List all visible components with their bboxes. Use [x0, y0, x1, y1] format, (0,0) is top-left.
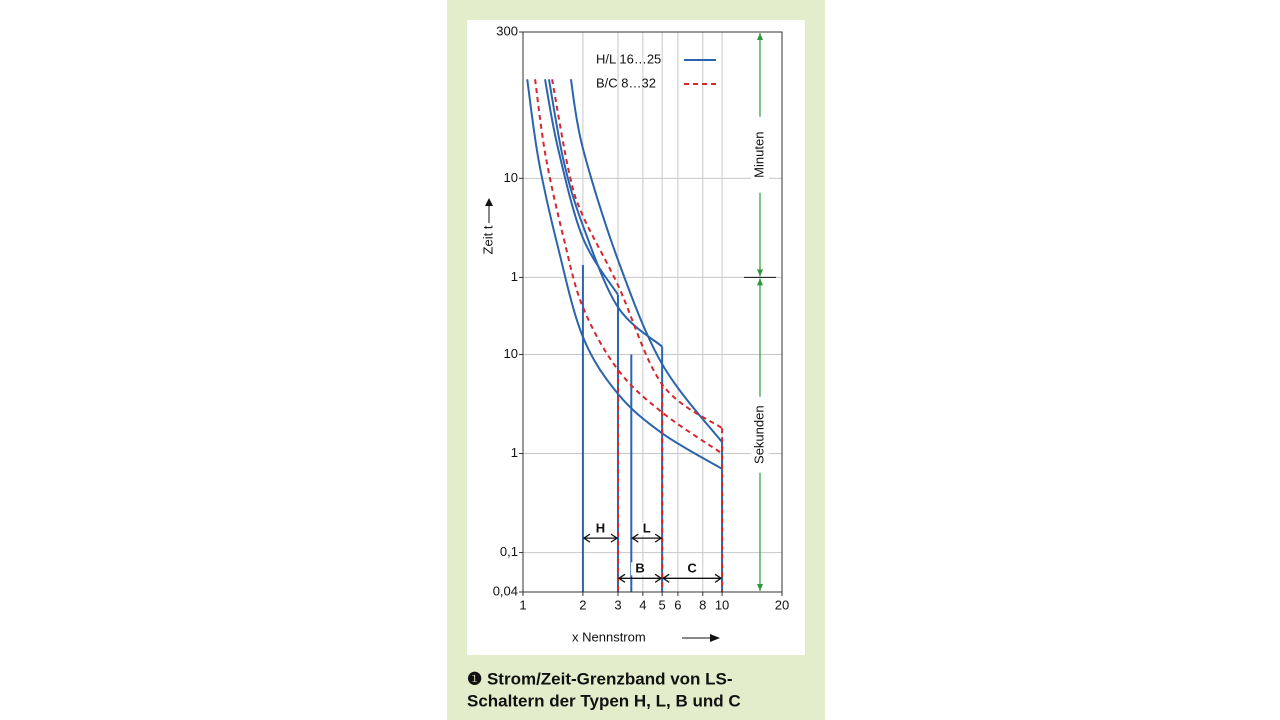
- y-tick-label: 300: [496, 23, 518, 38]
- y-tick-label: 10: [504, 170, 518, 185]
- legend-label: H/L 16…25: [596, 51, 661, 66]
- span-bg: [751, 396, 769, 473]
- y-arrowhead: [485, 198, 493, 206]
- span-head: [757, 278, 763, 286]
- span-head: [757, 269, 763, 277]
- x-tick-label: 6: [674, 597, 681, 612]
- curve: [569, 79, 723, 443]
- band-label: C: [687, 561, 697, 576]
- y-axis-label: Zeit t: [480, 225, 495, 254]
- band-bg: [631, 562, 650, 576]
- span-head: [757, 33, 763, 40]
- legend-label: B/C 8…32: [596, 75, 656, 90]
- span-head: [757, 584, 763, 591]
- band-bg: [637, 522, 656, 536]
- curve: [544, 79, 619, 296]
- x-tick-label: 20: [775, 597, 789, 612]
- y-tick-label: 0,04: [493, 583, 518, 598]
- caption-line: ❶ Strom/Zeit-Grenzband von LS-: [467, 669, 733, 688]
- y-tick-label: 0,1: [500, 544, 518, 559]
- band-arrow-head: [654, 533, 663, 543]
- span-label: Minuten: [751, 132, 766, 178]
- y-tick-label: 10: [504, 346, 518, 361]
- band-arrow-head: [610, 533, 619, 543]
- band-label: H: [596, 521, 605, 536]
- x-tick-label: 8: [699, 597, 706, 612]
- caption-line: Schaltern der Typen H, L, B und C: [467, 691, 741, 710]
- x-tick-label: 10: [715, 597, 729, 612]
- band-arrow-head: [582, 533, 591, 543]
- band-arrow-head: [714, 573, 723, 583]
- plot: [526, 79, 724, 592]
- x-tick-label: 2: [579, 597, 586, 612]
- band-arrow-head: [654, 573, 663, 583]
- x-tick-label: 1: [519, 597, 526, 612]
- x-axis-label: x Nennstrom: [572, 629, 646, 644]
- curve: [547, 79, 663, 348]
- band-label: B: [635, 561, 644, 576]
- band-arrow-head: [661, 573, 670, 583]
- plot-frame: [522, 31, 783, 593]
- y-tick-label: 1: [511, 269, 518, 284]
- band-label: L: [643, 521, 651, 536]
- x-tick-label: 5: [659, 597, 666, 612]
- curve: [551, 79, 723, 430]
- x-arrowhead: [710, 634, 720, 642]
- x-tick-label: 4: [639, 597, 646, 612]
- span-label: Sekunden: [751, 405, 766, 464]
- band-arrow-head: [631, 533, 639, 543]
- band-arrow-head: [617, 573, 626, 583]
- y-tick-label: 1: [511, 445, 518, 460]
- span-bg: [751, 116, 769, 193]
- x-tick-label: 3: [614, 597, 621, 612]
- band-bg: [683, 562, 702, 576]
- band-bg: [591, 522, 610, 536]
